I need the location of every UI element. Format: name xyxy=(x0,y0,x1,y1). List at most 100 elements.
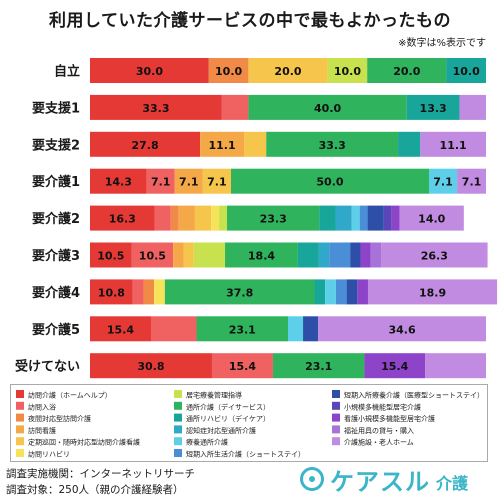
legend-swatch xyxy=(174,413,182,422)
legend-swatch xyxy=(174,449,182,457)
bar-segment xyxy=(200,131,245,157)
bar-segment xyxy=(303,316,319,342)
bar-segment xyxy=(391,205,400,231)
bar-segment xyxy=(359,205,368,231)
category-label: 受けてない xyxy=(15,359,80,375)
bar-segment xyxy=(335,279,347,305)
bar-segment xyxy=(318,316,486,342)
category-label: 要支援2 xyxy=(32,137,80,153)
data-label: 7.1 xyxy=(462,176,482,189)
bar-segment xyxy=(319,205,336,231)
data-label: 15.4 xyxy=(229,360,256,373)
bar-segment xyxy=(357,279,368,305)
data-label: 20.0 xyxy=(393,65,420,78)
bar-segment xyxy=(457,168,486,194)
data-label: 23.1 xyxy=(229,323,256,336)
bar-segment xyxy=(211,353,273,379)
bar-segment xyxy=(459,94,486,120)
data-label: 13.3 xyxy=(420,102,447,115)
data-label: 30.8 xyxy=(137,360,164,373)
data-label: 23.3 xyxy=(260,213,287,226)
data-label: 15.4 xyxy=(381,360,408,373)
legend-swatch xyxy=(16,437,24,446)
data-label: 16.3 xyxy=(109,213,136,226)
legend-swatch xyxy=(332,413,340,422)
data-label: 14.0 xyxy=(418,213,445,226)
bar-segment xyxy=(90,205,155,231)
bar-segment xyxy=(428,168,458,194)
category-label: 要介護1 xyxy=(32,174,80,190)
legend-swatch xyxy=(174,437,182,446)
bar-segment xyxy=(318,242,330,268)
legend-frame xyxy=(10,384,488,462)
bar-segment xyxy=(90,131,201,157)
legend-label: 訪問介護（ホームヘルプ） xyxy=(28,391,112,400)
legend-swatch xyxy=(332,437,340,446)
bar-segment xyxy=(227,205,320,231)
bar-segment xyxy=(90,168,147,194)
bar-segment xyxy=(266,131,399,157)
bar-segment xyxy=(154,279,165,305)
bar-segment xyxy=(178,205,195,231)
legend-swatch xyxy=(332,390,340,398)
legend-label: 訪問看護 xyxy=(28,426,56,435)
data-label: 27.8 xyxy=(131,139,158,152)
data-label: 20.0 xyxy=(274,65,301,78)
legend-label: 短期入所療養介護（医療型ショートステイ） xyxy=(344,391,484,400)
logo-sub: 介護 xyxy=(436,474,469,493)
bar-segment xyxy=(202,168,231,194)
legend-swatch xyxy=(16,401,24,410)
legend-label: 居宅療養管理指導 xyxy=(186,391,242,400)
bar-segment xyxy=(150,316,197,342)
legend-swatch xyxy=(16,449,24,457)
bar-segment xyxy=(351,205,360,231)
legend-swatch xyxy=(16,425,24,434)
bar-segment xyxy=(131,242,174,268)
bar-segment xyxy=(90,279,133,305)
bar-segment xyxy=(90,316,151,342)
bar-segment xyxy=(193,242,226,268)
bar-segment xyxy=(173,242,184,268)
legend-swatch xyxy=(174,390,182,398)
brand-logo: ケアスル 介護 xyxy=(300,462,468,496)
bar-segment xyxy=(230,168,429,194)
data-label: 7.1 xyxy=(433,176,453,189)
bar-segment xyxy=(425,353,486,379)
legend-swatch xyxy=(174,425,182,434)
data-label: 33.3 xyxy=(319,139,346,152)
legend-label: 小規模多機能型居宅介護 xyxy=(344,402,421,411)
legend-swatch xyxy=(332,425,340,434)
percent-note: ※数字は%表示です xyxy=(398,38,486,49)
legend-label: 定期巡回・随時対応型訪問介護看護 xyxy=(28,438,140,447)
category-label: 要支援1 xyxy=(32,100,80,116)
legend-label: 夜間対応型訪問介護 xyxy=(28,414,91,423)
data-label: 10.5 xyxy=(97,250,124,263)
bar-segment xyxy=(221,94,249,120)
data-label: 7.1 xyxy=(179,176,199,189)
bar-segment xyxy=(164,279,315,305)
category-label: 要介護4 xyxy=(32,285,80,301)
legend-label: 福祉用具の貸与・購入 xyxy=(344,426,414,435)
data-label: 15.4 xyxy=(107,323,134,336)
bar-segment xyxy=(196,316,288,342)
bar-segment xyxy=(329,242,351,268)
data-label: 26.3 xyxy=(421,250,448,263)
legend-swatch xyxy=(16,390,24,398)
bar-segment xyxy=(383,205,392,231)
data-label: 7.1 xyxy=(207,176,227,189)
legend-label: 通所介護（デイサービス） xyxy=(186,402,270,411)
data-label: 10.0 xyxy=(334,65,361,78)
bar-segment xyxy=(208,58,249,83)
category-label: 要介護5 xyxy=(32,322,80,338)
legend-label: 療養通所介護 xyxy=(186,438,228,447)
bar-segment xyxy=(350,242,361,268)
survey-org: 調査実施機関：インターネットリサーチ xyxy=(6,468,195,480)
data-label: 30.0 xyxy=(136,65,163,78)
category-label: 自立 xyxy=(54,64,80,80)
legend-label: 短期入所生活介護（ショートステイ） xyxy=(186,450,305,459)
bar-segment xyxy=(297,242,319,268)
data-label: 40.0 xyxy=(314,102,341,115)
bar-segment xyxy=(381,242,488,268)
bar-segment xyxy=(248,94,407,120)
